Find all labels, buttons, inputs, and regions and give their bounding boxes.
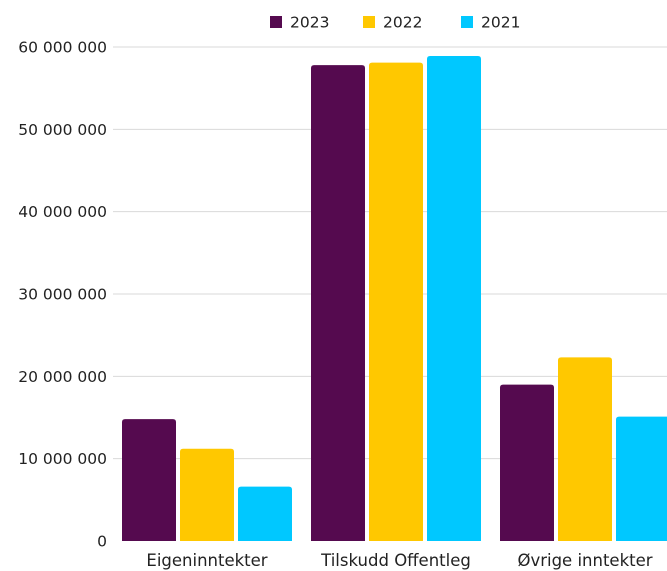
bar-2023-1 — [122, 419, 176, 541]
x-category-label: Eigeninntekter — [146, 551, 267, 570]
x-category-label: Øvrige inntekter — [517, 551, 652, 570]
y-tick-label: 40 000 000 — [18, 203, 107, 221]
y-tick-label: 20 000 000 — [18, 368, 107, 386]
legend-swatch — [363, 16, 375, 28]
legend-item-2021[interactable]: 2021 — [461, 14, 520, 32]
x-axis-category-labels: Eigeninntekter Tilskudd Offentleg Øvrige i… — [146, 551, 652, 570]
bar-2022-3 — [558, 357, 612, 541]
legend-item-2022[interactable]: 2022 — [363, 14, 422, 32]
bar-2021-3 — [616, 416, 667, 541]
bar-2021-1 — [238, 486, 292, 541]
bars — [122, 56, 667, 541]
y-tick-label: 60 000 000 — [18, 39, 107, 57]
legend-label: 2022 — [383, 14, 422, 32]
y-tick-label: 0 — [97, 533, 107, 551]
bar-2021-2 — [427, 56, 481, 541]
legend[interactable]: 2023 2022 2021 — [270, 14, 520, 32]
bar-2022-2 — [369, 62, 423, 541]
y-tick-label: 50 000 000 — [18, 121, 107, 139]
y-tick-label: 10 000 000 — [18, 450, 107, 468]
y-axis-tick-labels: 0 10 000 000 20 000 000 30 000 000 40 000 00… — [18, 39, 107, 551]
y-tick-label: 30 000 000 — [18, 286, 107, 304]
legend-item-2023[interactable]: 2023 — [270, 14, 329, 32]
legend-swatch — [461, 16, 473, 28]
legend-label: 2021 — [481, 14, 520, 32]
bar-2023-2 — [311, 65, 365, 541]
bar-2022-1 — [180, 448, 234, 541]
x-category-label: Tilskudd Offentleg — [320, 551, 471, 570]
legend-label: 2023 — [290, 14, 329, 32]
bar-2023-3 — [500, 384, 554, 541]
legend-swatch — [270, 16, 282, 28]
